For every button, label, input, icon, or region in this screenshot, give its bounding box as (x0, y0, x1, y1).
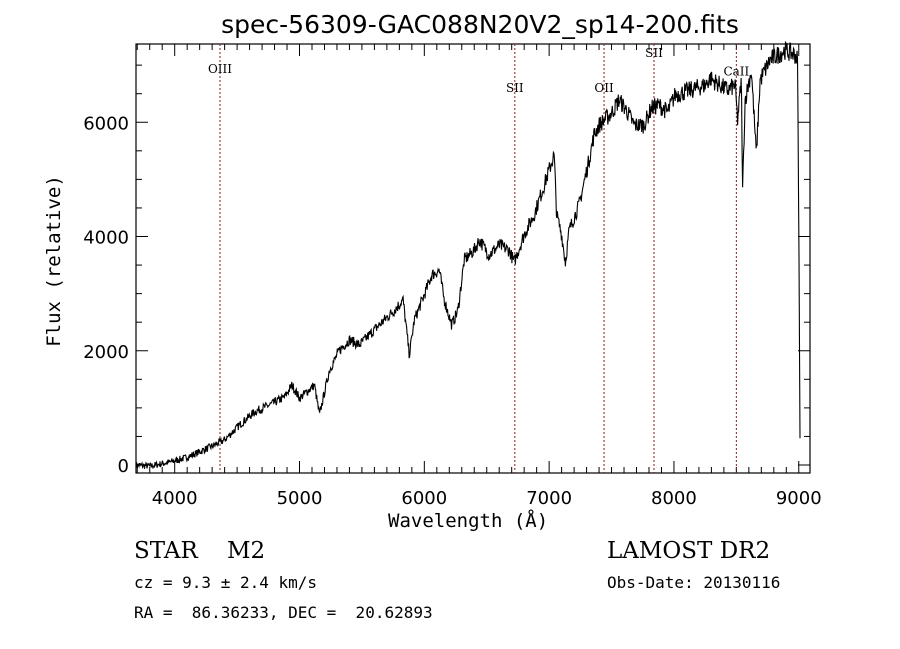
y-tick-label: 6000 (83, 113, 129, 134)
spectral-line-label: SII (645, 46, 663, 60)
x-tick-label: 5000 (277, 488, 323, 509)
object-class: STAR M2 (134, 538, 266, 564)
x-tick-label: 6000 (401, 488, 447, 509)
spectral-line-label: SII (506, 81, 524, 95)
chart-title: spec-56309-GAC088N20V2_sp14-200.fits (221, 10, 739, 39)
x-tick-label: 9000 (776, 488, 822, 509)
y-tick-label: 2000 (83, 342, 129, 363)
x-tick-label: 4000 (152, 488, 198, 509)
x-tick-label: 7000 (526, 488, 572, 509)
survey-name: LAMOST DR2 (607, 538, 771, 564)
spectral-line-label: OIII (208, 62, 232, 76)
x-tick-label: 8000 (651, 488, 697, 509)
spectral-line-label: OII (594, 81, 614, 95)
obs-date: Obs-Date: 20130116 (607, 573, 781, 592)
coordinates: RA = 86.36233, DEC = 20.62893 (134, 603, 433, 622)
y-tick-label: 4000 (83, 228, 129, 249)
spectral-line-label: CaII (723, 64, 749, 78)
spectrum-line (135, 41, 801, 470)
y-tick-label: 0 (118, 456, 129, 477)
redshift-cz: cz = 9.3 ± 2.4 km/s (134, 573, 318, 592)
plot-frame (135, 43, 811, 474)
y-axis-label: Flux (relative) (43, 175, 65, 347)
x-axis-label: Wavelength (Å) (388, 510, 549, 532)
